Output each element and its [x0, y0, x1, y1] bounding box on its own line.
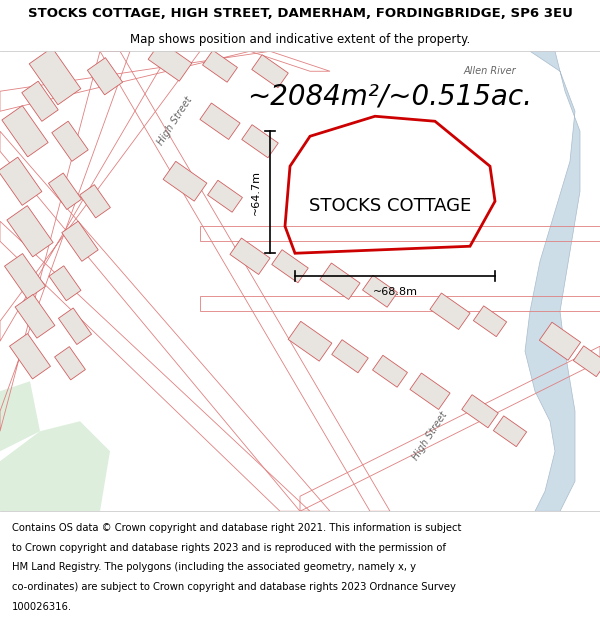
Polygon shape — [320, 263, 360, 299]
Polygon shape — [203, 50, 238, 82]
Polygon shape — [272, 250, 308, 282]
Polygon shape — [29, 48, 81, 105]
Text: High Street: High Street — [410, 410, 449, 462]
Text: High Street: High Street — [155, 95, 194, 148]
Polygon shape — [362, 275, 397, 308]
Polygon shape — [49, 173, 82, 209]
Text: ~64.7m: ~64.7m — [251, 170, 261, 215]
Polygon shape — [574, 346, 600, 377]
Polygon shape — [252, 55, 288, 88]
Polygon shape — [410, 373, 450, 409]
Polygon shape — [473, 306, 506, 337]
Polygon shape — [10, 334, 50, 379]
Polygon shape — [80, 184, 110, 218]
Text: co-ordinates) are subject to Crown copyright and database rights 2023 Ordnance S: co-ordinates) are subject to Crown copyr… — [12, 582, 456, 592]
Polygon shape — [0, 421, 110, 511]
Polygon shape — [88, 58, 122, 95]
Polygon shape — [200, 103, 240, 139]
Polygon shape — [7, 206, 53, 257]
Polygon shape — [288, 321, 332, 361]
Polygon shape — [332, 340, 368, 372]
Text: ~2084m²/~0.515ac.: ~2084m²/~0.515ac. — [248, 82, 533, 110]
Polygon shape — [163, 161, 207, 201]
Polygon shape — [208, 180, 242, 213]
Text: ~68.8m: ~68.8m — [373, 288, 418, 298]
Text: Contains OS data © Crown copyright and database right 2021. This information is : Contains OS data © Crown copyright and d… — [12, 522, 461, 532]
Polygon shape — [242, 125, 278, 158]
Polygon shape — [525, 51, 580, 511]
Polygon shape — [55, 347, 85, 380]
Text: Map shows position and indicative extent of the property.: Map shows position and indicative extent… — [130, 34, 470, 46]
Polygon shape — [462, 395, 498, 428]
Polygon shape — [0, 157, 42, 206]
Polygon shape — [148, 41, 192, 81]
Polygon shape — [49, 266, 81, 301]
Polygon shape — [22, 81, 58, 121]
Text: to Crown copyright and database rights 2023 and is reproduced with the permissio: to Crown copyright and database rights 2… — [12, 542, 446, 552]
Polygon shape — [230, 238, 270, 274]
Polygon shape — [0, 381, 40, 451]
Polygon shape — [62, 221, 98, 261]
Text: HM Land Registry. The polygons (including the associated geometry, namely x, y: HM Land Registry. The polygons (includin… — [12, 562, 416, 572]
Text: STOCKS COTTAGE: STOCKS COTTAGE — [309, 198, 471, 215]
Polygon shape — [15, 294, 55, 338]
Text: 100026316.: 100026316. — [12, 602, 72, 612]
Polygon shape — [52, 121, 88, 161]
Polygon shape — [2, 106, 48, 157]
Polygon shape — [5, 254, 46, 299]
Text: STOCKS COTTAGE, HIGH STREET, DAMERHAM, FORDINGBRIDGE, SP6 3EU: STOCKS COTTAGE, HIGH STREET, DAMERHAM, F… — [28, 8, 572, 21]
Polygon shape — [373, 355, 407, 388]
Polygon shape — [493, 416, 527, 447]
Polygon shape — [430, 293, 470, 329]
Text: Allen River: Allen River — [464, 66, 517, 76]
Polygon shape — [58, 308, 92, 344]
Polygon shape — [539, 322, 581, 360]
